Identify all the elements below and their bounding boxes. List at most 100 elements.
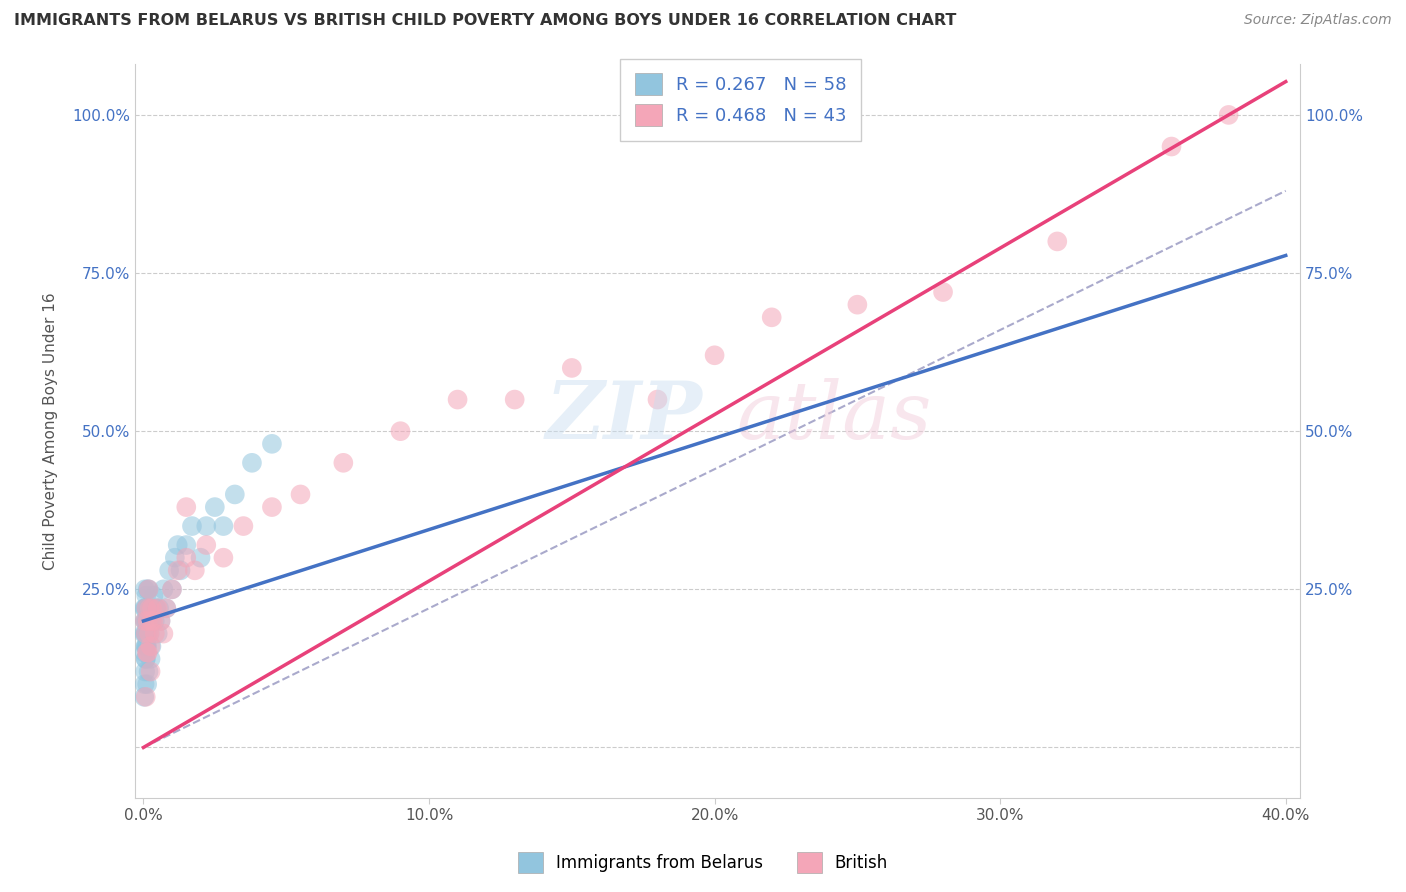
Point [135, 646, 157, 660]
Point [134, 665, 156, 679]
Point [1160, 139, 1182, 153]
Point [166, 563, 188, 577]
Legend: Immigrants from Belarus, British: Immigrants from Belarus, British [512, 846, 894, 880]
Point [152, 626, 174, 640]
Text: ZIP: ZIP [546, 377, 703, 455]
Point [136, 614, 159, 628]
Point [138, 665, 160, 679]
Point [139, 601, 162, 615]
Point [174, 500, 197, 514]
Point [224, 487, 246, 501]
Point [761, 310, 783, 325]
Point [181, 519, 204, 533]
Point [260, 437, 283, 451]
Point [846, 298, 869, 312]
Point [134, 582, 156, 597]
Point [290, 487, 312, 501]
Point [166, 538, 188, 552]
Point [142, 589, 165, 603]
Text: IMMIGRANTS FROM BELARUS VS BRITISH CHILD POVERTY AMONG BOYS UNDER 16 CORRELATION: IMMIGRANTS FROM BELARUS VS BRITISH CHILD… [14, 13, 956, 29]
Point [141, 614, 163, 628]
Point [136, 677, 159, 691]
Point [132, 626, 155, 640]
Point [134, 614, 156, 628]
Point [136, 626, 159, 640]
Point [157, 563, 180, 577]
Point [232, 519, 254, 533]
Point [138, 626, 160, 640]
Point [138, 582, 160, 597]
Point [149, 614, 172, 628]
Point [163, 550, 186, 565]
Point [139, 652, 162, 666]
Point [204, 500, 226, 514]
Point [174, 538, 197, 552]
Point [503, 392, 526, 407]
Point [138, 626, 160, 640]
Point [136, 582, 159, 597]
Point [184, 563, 207, 577]
Point [136, 639, 159, 653]
Point [136, 614, 159, 628]
Point [146, 601, 169, 615]
Point [174, 550, 197, 565]
Point [932, 285, 955, 299]
Point [195, 538, 218, 552]
Point [135, 589, 157, 603]
Point [647, 392, 669, 407]
Point [155, 601, 177, 615]
Point [135, 626, 157, 640]
Point [148, 601, 170, 615]
Point [212, 550, 235, 565]
Point [142, 614, 165, 628]
Point [134, 646, 156, 660]
Point [139, 639, 162, 653]
Point [332, 456, 354, 470]
Point [146, 626, 169, 640]
Point [1046, 235, 1069, 249]
Point [138, 614, 160, 628]
Point [135, 601, 157, 615]
Point [135, 626, 157, 640]
Y-axis label: Child Poverty Among Boys Under 16: Child Poverty Among Boys Under 16 [44, 293, 58, 570]
Point [260, 500, 283, 514]
Point [561, 360, 583, 375]
Point [135, 639, 157, 653]
Point [135, 639, 157, 653]
Point [1218, 108, 1240, 122]
Text: Source: ZipAtlas.com: Source: ZipAtlas.com [1244, 13, 1392, 28]
Point [155, 601, 177, 615]
Point [134, 626, 156, 640]
Text: atlas: atlas [737, 377, 932, 455]
Point [134, 614, 156, 628]
Legend: R = 0.267   N = 58, R = 0.468   N = 43: R = 0.267 N = 58, R = 0.468 N = 43 [620, 59, 862, 141]
Point [134, 601, 156, 615]
Point [135, 601, 157, 615]
Point [136, 646, 159, 660]
Point [135, 601, 157, 615]
Point [138, 601, 160, 615]
Point [135, 690, 157, 704]
Point [134, 639, 156, 653]
Point [135, 652, 157, 666]
Point [149, 614, 172, 628]
Point [135, 614, 157, 628]
Point [190, 550, 212, 565]
Point [212, 519, 235, 533]
Point [138, 582, 160, 597]
Point [446, 392, 468, 407]
Point [141, 601, 163, 615]
Point [145, 601, 167, 615]
Point [160, 582, 183, 597]
Point [135, 626, 157, 640]
Point [143, 614, 166, 628]
Point [134, 614, 156, 628]
Point [134, 690, 156, 704]
Point [135, 652, 157, 666]
Point [169, 563, 191, 577]
Point [160, 582, 183, 597]
Point [141, 614, 163, 628]
Point [143, 626, 166, 640]
Point [134, 601, 156, 615]
Point [240, 456, 263, 470]
